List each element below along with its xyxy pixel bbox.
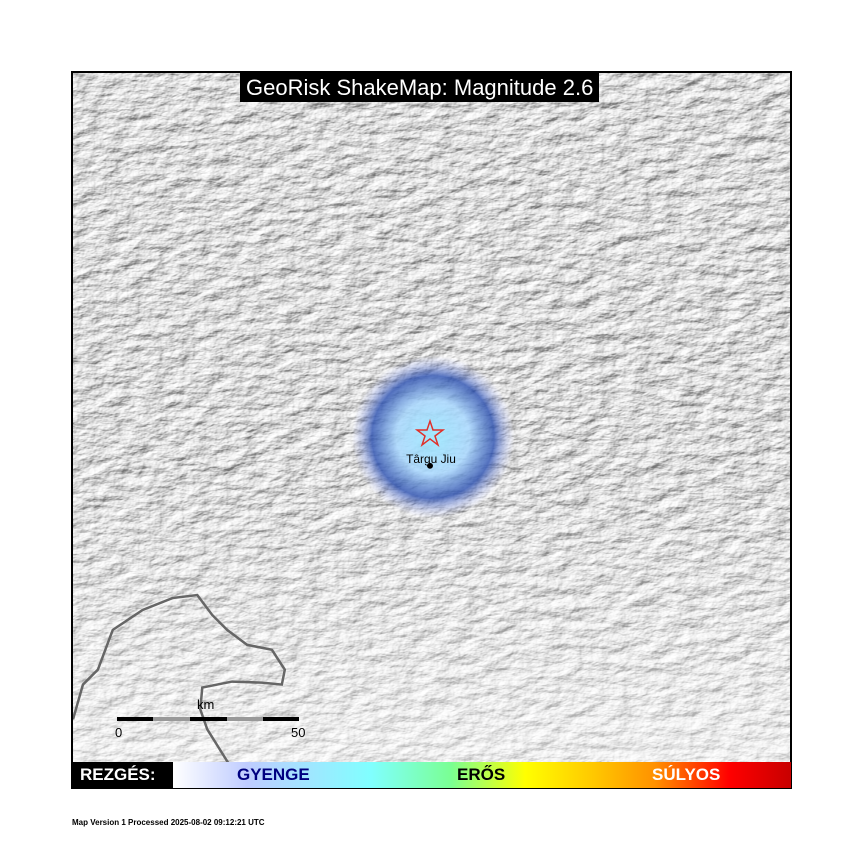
city-marker	[427, 462, 433, 469]
map-frame[interactable]: Târgu Jiu	[71, 71, 792, 789]
intensity-legend: REZGÉS: GYENGE ERŐS SÚLYOS	[72, 762, 791, 788]
legend-level-severe: SÚLYOS	[652, 765, 721, 784]
scale-bar: km 0 50	[115, 697, 306, 742]
scale-ruler	[117, 717, 299, 721]
epicenter-star-icon[interactable]	[414, 418, 446, 447]
city-label: Târgu Jiu	[406, 452, 456, 466]
map-title: GeoRisk ShakeMap: Magnitude 2.6	[240, 73, 600, 102]
processing-info: Map Version 1 Processed 2025-08-02 09:12…	[72, 818, 265, 827]
scale-min-label: 0	[115, 725, 123, 740]
legend-level-strong: ERŐS	[457, 765, 506, 784]
border-river	[73, 593, 287, 787]
scale-unit: km	[197, 697, 215, 712]
shaking-intensity-area	[351, 355, 515, 519]
legend-level-weak: GYENGE	[237, 765, 310, 784]
terrain-hillshade: Târgu Jiu	[73, 73, 790, 787]
legend-label: REZGÉS:	[72, 762, 173, 788]
scale-max-label: 50	[291, 725, 306, 740]
legend-color-bar: GYENGE ERŐS SÚLYOS	[173, 762, 791, 788]
